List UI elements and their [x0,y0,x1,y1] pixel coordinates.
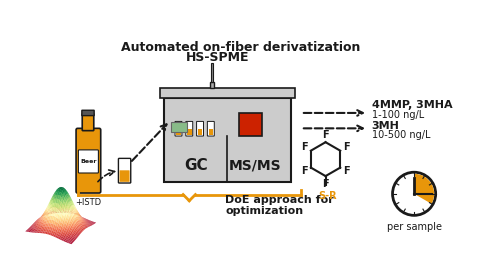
FancyBboxPatch shape [210,82,214,88]
FancyBboxPatch shape [240,113,262,137]
Text: 3MH: 3MH [372,121,400,131]
Text: F: F [301,142,308,152]
Text: S-R: S-R [318,192,336,201]
Text: per sample: per sample [386,222,442,232]
FancyBboxPatch shape [78,150,98,173]
Text: 10-500 ng/L: 10-500 ng/L [372,130,430,140]
FancyBboxPatch shape [164,98,291,182]
FancyBboxPatch shape [211,63,214,82]
Text: F: F [322,179,329,189]
Text: MS/MS: MS/MS [229,158,281,172]
Text: 4MMP, 3MHA: 4MMP, 3MHA [372,100,452,110]
FancyBboxPatch shape [208,121,214,136]
FancyBboxPatch shape [171,122,188,132]
Bar [198,129,202,135]
FancyBboxPatch shape [120,170,130,182]
Text: HS-SPME: HS-SPME [186,51,250,64]
Text: 1-100 ng/L: 1-100 ng/L [372,110,424,120]
FancyBboxPatch shape [76,128,100,193]
Bar [208,129,213,135]
Text: F: F [344,167,350,176]
Text: F: F [301,167,308,176]
FancyBboxPatch shape [82,114,94,131]
Text: Beer: Beer [80,159,96,164]
FancyBboxPatch shape [160,88,295,98]
FancyBboxPatch shape [82,110,94,116]
FancyBboxPatch shape [186,121,192,136]
Text: +ISTD: +ISTD [76,198,102,207]
Text: DoE approach for
optimization: DoE approach for optimization [226,194,334,216]
Bar [187,129,192,135]
FancyBboxPatch shape [175,121,182,136]
Text: Automated on-fiber derivatization: Automated on-fiber derivatization [121,41,360,54]
Text: GC: GC [184,158,208,173]
Wedge shape [414,174,434,204]
FancyBboxPatch shape [118,158,130,183]
FancyBboxPatch shape [196,121,203,136]
Bar [176,129,181,135]
Text: F: F [322,129,329,139]
Text: F: F [344,142,350,152]
